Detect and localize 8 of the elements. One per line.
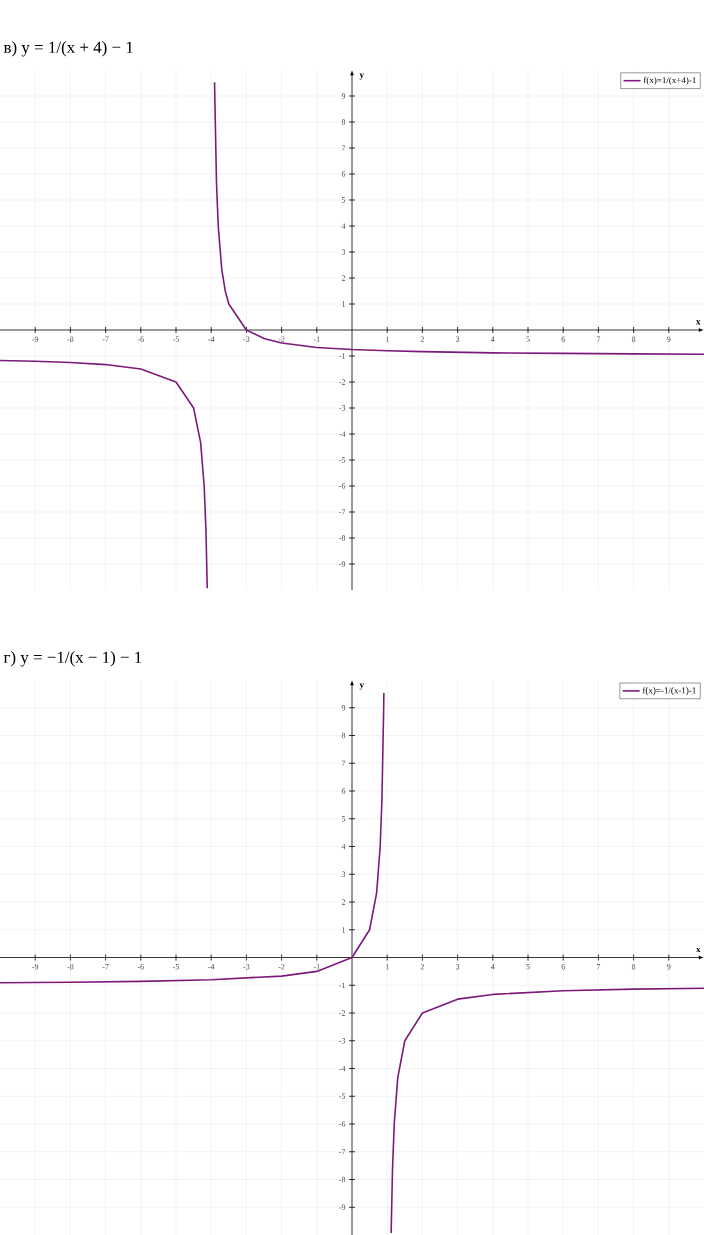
legend-label: f(x)=1/(x+4)-1 (643, 76, 696, 86)
x-axis-title: x (696, 320, 701, 325)
y-axis-title: y (359, 73, 364, 80)
chart-title: в) y = 1/(x + 4) − 1 (3, 41, 133, 57)
x-axis-title: x (696, 947, 701, 952)
y-axis-title: y (359, 683, 364, 690)
legend-label: f(x)=-1/(x-1)-1 (642, 686, 696, 696)
chart-title: г) y = −1/(x − 1) − 1 (3, 651, 142, 667)
